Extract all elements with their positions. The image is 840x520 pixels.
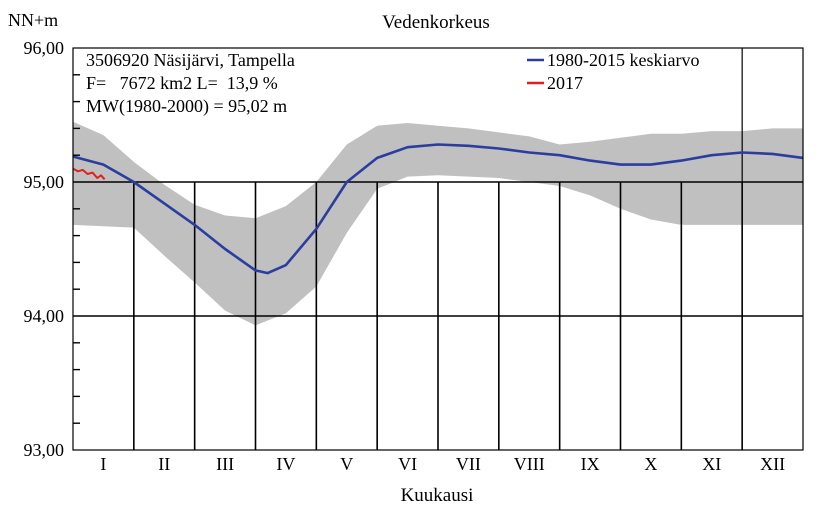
y-tick-label: 96,00	[24, 38, 65, 58]
month-label: VIII	[514, 454, 545, 474]
x-axis-month-labels: I II III IV V VI VII VIII IX X XI XII	[100, 454, 785, 474]
y-tick-label: 95,00	[24, 172, 65, 192]
series-line	[72, 167, 106, 180]
month-label: II	[158, 454, 170, 474]
y-tick-label: 93,00	[24, 440, 65, 460]
month-label: X	[644, 454, 657, 474]
y-axis-label: NN+m	[8, 10, 58, 30]
month-label: IV	[276, 454, 295, 474]
info-station: 3506920 Näsijärvi, Tampella	[86, 50, 295, 70]
x-axis-label: Kuukausi	[401, 485, 474, 506]
info-area: F= 7672 km2 L= 13,9 %	[86, 73, 278, 93]
legend: 1980-2015 keskiarvo 2017	[527, 50, 699, 93]
month-label: XI	[702, 454, 721, 474]
station-info: 3506920 Näsijärvi, Tampella F= 7672 km2 …	[86, 50, 295, 117]
month-label: VI	[398, 454, 417, 474]
month-label: IX	[581, 454, 600, 474]
month-label: XII	[760, 454, 785, 474]
month-label: III	[216, 454, 234, 474]
y-tick-label: 94,00	[24, 306, 65, 326]
series-line	[72, 143, 804, 275]
y-axis-ticks: 93,00 94,00 95,00 96,00	[24, 38, 80, 460]
info-mean-water: MW(1980-2000) = 95,02 m	[86, 96, 287, 117]
plot-frame	[72, 47, 804, 451]
month-label: I	[100, 454, 106, 474]
chart-title: Vedenkorkeus	[382, 12, 490, 33]
month-label: V	[340, 454, 353, 474]
series-lines	[72, 143, 804, 275]
legend-label: 1980-2015 keskiarvo	[547, 50, 699, 70]
grid-lines	[73, 48, 803, 450]
plot-area	[72, 47, 804, 451]
month-label: VII	[456, 454, 481, 474]
legend-label: 2017	[547, 73, 583, 93]
